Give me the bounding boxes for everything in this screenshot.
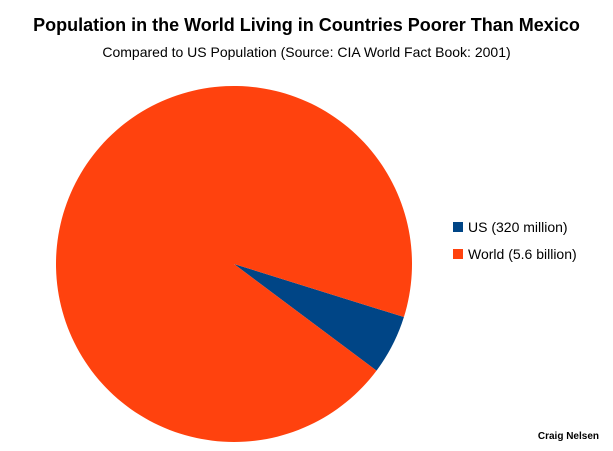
pie-slice-world	[56, 85, 412, 442]
legend: US (320 million) World (5.6 billion)	[453, 216, 577, 270]
legend-item-world: World (5.6 billion)	[453, 243, 577, 265]
legend-label-us: US (320 million)	[468, 219, 568, 235]
legend-item-us: US (320 million)	[453, 216, 577, 238]
legend-swatch-us	[453, 222, 463, 232]
chart-subtitle: Compared to US Population (Source: CIA W…	[102, 44, 511, 60]
pie-slices	[56, 85, 412, 442]
pie-slice-us	[234, 264, 404, 371]
author-credit: Craig Nelsen	[537, 431, 599, 442]
chart-title: Population in the World Living in Countr…	[33, 15, 580, 35]
legend-swatch-world	[453, 249, 463, 259]
legend-label-world: World (5.6 billion)	[468, 246, 577, 262]
